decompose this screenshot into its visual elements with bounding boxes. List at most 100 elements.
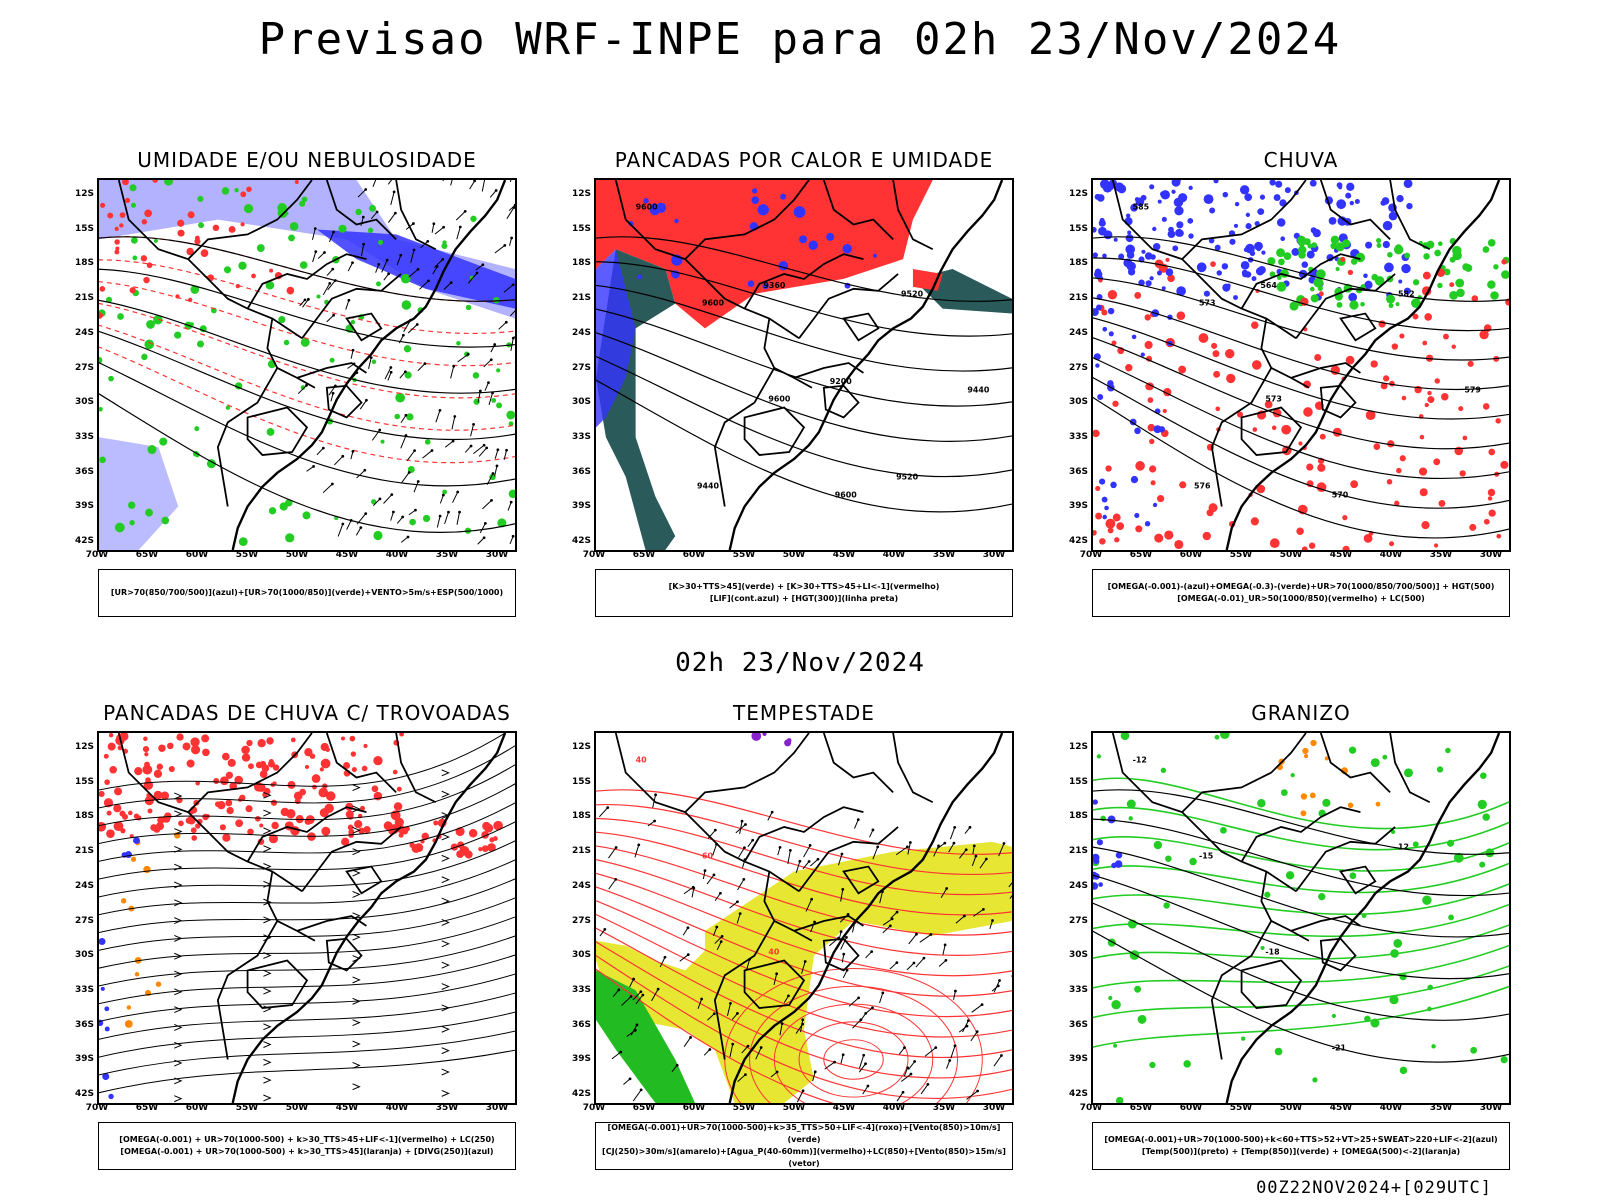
wind-vector bbox=[737, 879, 745, 891]
state-border bbox=[822, 384, 860, 419]
lifted-index-contour bbox=[793, 206, 806, 218]
wind-vector bbox=[862, 1085, 869, 1095]
wind-vector-head bbox=[1002, 842, 1006, 845]
wind-vector bbox=[948, 842, 955, 853]
wind-vector bbox=[507, 502, 512, 511]
streamline-arrow bbox=[352, 1061, 361, 1069]
temp-850-contour bbox=[1214, 734, 1220, 740]
rain-red bbox=[1427, 396, 1435, 404]
humidity-green-contour bbox=[129, 184, 137, 192]
omega-blue bbox=[1233, 223, 1239, 228]
wind-vector bbox=[729, 1043, 734, 1058]
omega-blue bbox=[1156, 270, 1162, 276]
contour-label: 9440 bbox=[697, 482, 720, 491]
rain-red bbox=[1202, 531, 1211, 541]
lon-tick-label: 65W bbox=[1129, 1103, 1153, 1113]
omega-blue bbox=[1140, 352, 1145, 357]
omega-green bbox=[1311, 242, 1318, 248]
streamline bbox=[99, 745, 515, 809]
wind-vector-head bbox=[483, 521, 487, 525]
rain-red bbox=[1438, 499, 1446, 507]
legend-line: [OMEGA(-0.01)_UR>50(1000/850)(vermelho) … bbox=[1177, 594, 1425, 603]
wind-vector-head bbox=[489, 358, 493, 362]
wind-vector bbox=[484, 382, 489, 391]
thunder-red bbox=[360, 805, 366, 811]
rain-red bbox=[1487, 488, 1496, 497]
omega-blue bbox=[1152, 502, 1158, 508]
wind-vector bbox=[882, 918, 893, 926]
streamline-arrow bbox=[174, 1095, 183, 1103]
wind-vector bbox=[384, 367, 392, 380]
omega-green bbox=[1360, 301, 1365, 307]
state-border bbox=[246, 806, 367, 863]
thunder-red bbox=[399, 733, 404, 737]
temp-850-contour bbox=[1393, 939, 1403, 948]
wind-vector-head bbox=[453, 415, 457, 418]
lon-tick-label: 65W bbox=[135, 550, 159, 560]
contour-label: 9440 bbox=[967, 386, 990, 395]
lifted-index-contour bbox=[762, 282, 769, 290]
thunder-red bbox=[361, 765, 368, 772]
temp-850-contour bbox=[1453, 852, 1464, 863]
wind-vector bbox=[494, 465, 498, 477]
humidity-green-contour bbox=[114, 522, 125, 533]
wind-vector bbox=[841, 954, 845, 963]
wind-vector bbox=[872, 846, 879, 860]
state-border bbox=[266, 318, 316, 389]
streamline bbox=[99, 878, 515, 934]
lifted-index-contour bbox=[826, 232, 835, 241]
wind-vector-head bbox=[305, 384, 308, 387]
humidity-green-contour bbox=[265, 280, 275, 290]
contour-label: 9600 bbox=[636, 203, 659, 212]
humidity-red-contour bbox=[200, 249, 209, 257]
wind-vector bbox=[478, 447, 488, 457]
wind-vector-head bbox=[375, 210, 379, 214]
lat-tick-label: 21S bbox=[571, 293, 591, 304]
humidity-green-contour bbox=[223, 266, 232, 274]
thunder-red bbox=[229, 782, 238, 790]
rain-red bbox=[1111, 340, 1117, 346]
humidity-green-contour bbox=[489, 473, 496, 481]
rain-red bbox=[1264, 400, 1273, 409]
humidity-green-contour bbox=[470, 215, 477, 222]
wind-vector-head bbox=[404, 413, 408, 417]
state-border bbox=[395, 180, 437, 251]
rain-red bbox=[1099, 538, 1106, 545]
wind-vector-head bbox=[392, 510, 395, 514]
thunder-red bbox=[144, 752, 149, 757]
wind-vector-head bbox=[1000, 1054, 1003, 1057]
humidity-green-contour bbox=[496, 368, 501, 373]
thunder-red bbox=[478, 846, 483, 852]
wind-vector-head bbox=[801, 1089, 805, 1093]
wind-vector bbox=[328, 231, 335, 243]
lon-tick-label: 60W bbox=[185, 1103, 209, 1113]
wind-vector-head bbox=[393, 211, 397, 215]
rain-red bbox=[1156, 494, 1165, 503]
rain-red bbox=[1363, 533, 1373, 543]
rain-red bbox=[1303, 407, 1313, 417]
rain-red bbox=[1373, 443, 1381, 451]
temp-850-contour bbox=[1370, 758, 1380, 768]
wind-vector bbox=[879, 992, 884, 1004]
thunder-red bbox=[119, 733, 129, 741]
wind-vector-head bbox=[895, 961, 899, 965]
streamline-arrow bbox=[352, 805, 361, 813]
wind-vector bbox=[390, 511, 394, 521]
humidity-green-contour bbox=[153, 315, 163, 325]
omega-blue bbox=[1127, 230, 1132, 235]
humidity-green-contour bbox=[145, 508, 153, 517]
wind-vector-head bbox=[341, 454, 345, 458]
omega-blue bbox=[1255, 267, 1265, 276]
wind-vector bbox=[805, 899, 813, 912]
map-panel: 40 60 40 bbox=[594, 731, 1014, 1105]
lon-tick-label: 70W bbox=[85, 550, 109, 560]
humidity-green-contour bbox=[99, 356, 103, 364]
contour-label: -21 bbox=[1332, 1044, 1346, 1053]
streamline-arrow bbox=[174, 988, 183, 996]
lat-tick-label: 18S bbox=[1068, 811, 1088, 822]
lon-tick-label: 70W bbox=[1079, 550, 1103, 560]
streamline-arrow bbox=[174, 792, 183, 800]
lat-tick-label: 33S bbox=[1068, 984, 1088, 995]
wind-vector-head bbox=[968, 825, 972, 829]
lat-tick-label: 12S bbox=[1068, 742, 1088, 752]
